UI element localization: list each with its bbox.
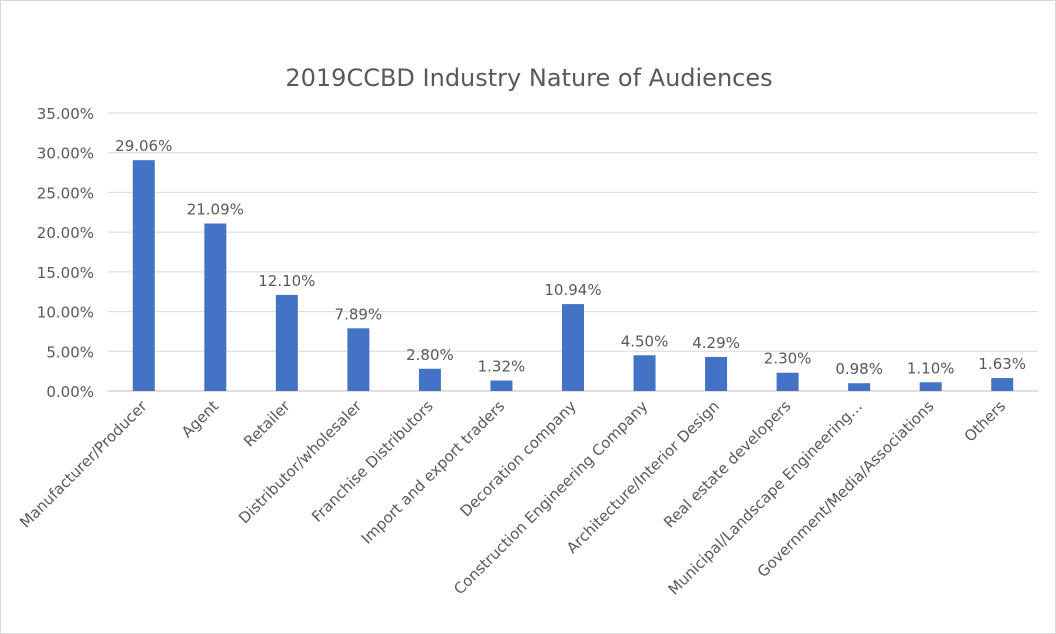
bar: [705, 356, 728, 391]
data-label: 29.06%: [115, 137, 172, 155]
x-tick-label: Distributor/wholesaler: [235, 397, 366, 528]
bar: [919, 382, 942, 391]
y-tick-label: 15.00%: [37, 264, 94, 282]
x-tick-label: Agent: [178, 397, 222, 441]
x-tick-label: Architecture/Interior Design: [563, 397, 723, 557]
x-tick-label: Others: [961, 397, 1010, 446]
y-tick-label: 5.00%: [46, 343, 94, 361]
bar: [991, 378, 1014, 391]
data-label: 4.50%: [621, 332, 669, 350]
x-tick-label: Real estate developers: [660, 397, 795, 532]
data-label: 12.10%: [258, 272, 315, 290]
data-label: 2.80%: [406, 346, 454, 364]
x-tick-label: Import and export traders: [358, 397, 509, 548]
bar: [562, 304, 584, 391]
y-tick-label: 10.00%: [37, 304, 94, 322]
chart-title: 2019CCBD Industry Nature of Audiences: [285, 64, 772, 92]
y-tick-label: 25.00%: [37, 184, 94, 202]
x-tick-label: Manufacturer/Producer: [16, 397, 151, 532]
x-tick-label: Franchise Distributors: [308, 397, 437, 526]
data-label: 2.30%: [764, 350, 812, 368]
data-label: 10.94%: [544, 281, 601, 299]
data-label: 21.09%: [187, 200, 244, 218]
y-tick-label: 0.00%: [46, 383, 94, 401]
x-tick-label: Retailer: [240, 397, 294, 451]
bar: [204, 223, 227, 391]
data-label: 0.98%: [835, 360, 883, 378]
data-label: 1.63%: [978, 355, 1026, 373]
bar: [490, 380, 513, 391]
y-tick-label: 20.00%: [37, 224, 94, 242]
y-tick-label: 30.00%: [37, 145, 94, 163]
bar: [418, 368, 441, 391]
bar: [275, 294, 298, 391]
bar: [848, 383, 871, 391]
bar: [132, 160, 155, 391]
data-label: 1.10%: [907, 359, 955, 377]
x-tick-label: Decoration company: [457, 397, 580, 520]
data-label: 7.89%: [335, 305, 383, 323]
bar: [776, 372, 799, 391]
bar: [633, 355, 656, 391]
data-label: 1.32%: [478, 358, 526, 376]
y-tick-label: 35.00%: [37, 105, 94, 123]
data-label: 4.29%: [692, 334, 740, 352]
bar: [347, 328, 370, 391]
